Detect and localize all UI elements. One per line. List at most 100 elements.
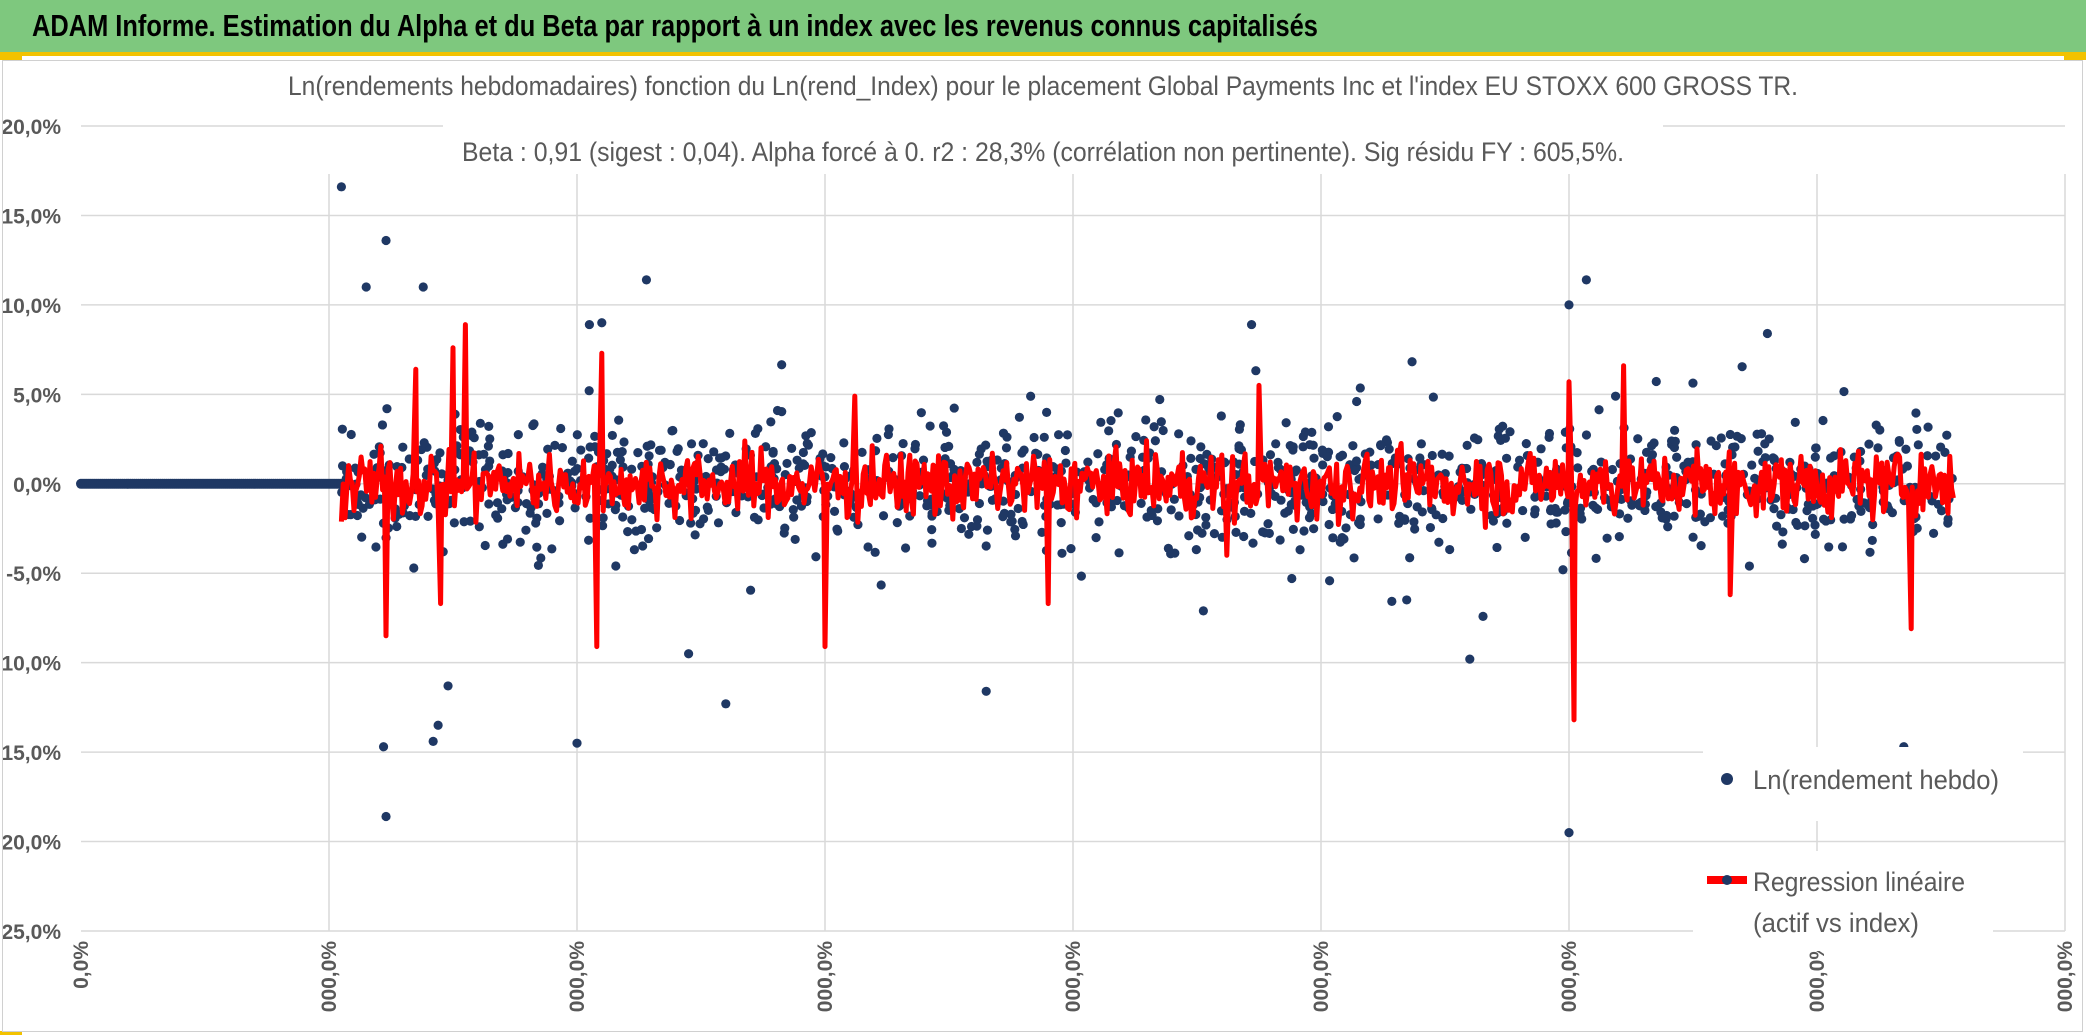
scatter-point <box>1376 440 1386 450</box>
scatter-point <box>1416 439 1426 449</box>
scatter-point <box>1053 430 1064 440</box>
scatter-point <box>597 318 607 328</box>
legend-label-regression-1: Regression linéaire <box>1753 867 1965 897</box>
scatter-point <box>652 523 662 533</box>
scatter-point <box>515 537 525 547</box>
scatter-point <box>1405 553 1415 563</box>
scatter-point <box>857 447 867 457</box>
scatter-point <box>1060 445 1070 456</box>
scatter-point <box>1478 611 1488 621</box>
scatter-point <box>826 452 836 463</box>
scatter-point <box>1149 422 1159 432</box>
scatter-point <box>1174 511 1184 521</box>
scatter-point <box>1263 519 1273 529</box>
y-tick-label: -20,0% <box>3 832 61 855</box>
scatter-point <box>792 455 802 465</box>
scatter-point <box>1736 434 1746 444</box>
scatter-point <box>1239 531 1249 542</box>
scatter-point <box>1083 457 1093 467</box>
scatter-point <box>378 742 389 752</box>
scatter-point <box>1088 494 1098 505</box>
scatter-point <box>1156 417 1166 427</box>
scatter-point <box>617 446 627 457</box>
scatter-point <box>584 453 594 463</box>
scatter-point <box>1572 448 1582 458</box>
scatter-point <box>1810 452 1820 462</box>
scatter-point <box>607 430 617 441</box>
scatter-point <box>1275 535 1285 545</box>
scatter-point <box>1348 441 1358 451</box>
scatter-point <box>1246 508 1256 518</box>
y-axis-labels: 20,0% 15,0% 10,0% 5,0% 0,0% -5,0% -10,0% -15,0%… <box>3 116 61 944</box>
scatter-point <box>1747 460 1757 470</box>
scatter-point <box>811 552 821 562</box>
scatter-point <box>1066 544 1076 554</box>
scatter-point <box>1871 420 1881 430</box>
scatter-point <box>1602 533 1612 543</box>
scatter-point <box>982 525 993 535</box>
scatter-point <box>640 503 650 513</box>
scatter-point <box>1126 446 1137 456</box>
scatter-point <box>972 515 983 525</box>
scatter-point <box>1669 511 1679 521</box>
scatter-point <box>1287 573 1297 584</box>
scatter-point <box>1271 439 1281 449</box>
scatter-point <box>1096 417 1106 427</box>
scatter-point <box>698 439 708 449</box>
scatter-point <box>956 523 966 534</box>
scatter-point <box>1428 392 1438 402</box>
scatter-point <box>1166 505 1176 515</box>
scatter-point <box>641 275 652 285</box>
scatter-point <box>725 428 735 438</box>
scatter-point <box>336 182 346 192</box>
scatter-point <box>798 447 808 458</box>
scatter-point <box>346 429 356 440</box>
scatter-point <box>839 462 850 472</box>
scatter-point <box>872 433 882 444</box>
scatter-point <box>1818 415 1828 426</box>
y-tick-label: 0,0% <box>13 474 61 497</box>
scatter-point <box>915 491 925 501</box>
scatter-point <box>1349 553 1359 563</box>
scatter-point <box>1281 418 1291 428</box>
scatter-point <box>1536 444 1546 454</box>
scatter-point <box>550 440 560 450</box>
scatter-point <box>1561 526 1571 537</box>
y-tick-label: -25,0% <box>3 921 61 944</box>
scatter-point <box>361 282 371 292</box>
scatter-point <box>503 448 513 459</box>
scatter-point <box>1672 452 1682 462</box>
scatter-point <box>1437 449 1447 459</box>
scatter-point <box>1341 523 1351 533</box>
scatter-point <box>1152 516 1163 526</box>
scatter-point <box>1663 522 1673 532</box>
scatter-point <box>1837 542 1848 552</box>
scatter-point <box>572 738 582 748</box>
chart-title: Ln(rendements hebdomadaires) fonction du… <box>288 71 1798 101</box>
scatter-point <box>1057 548 1067 558</box>
scatter-point <box>1039 432 1049 442</box>
scatter-point <box>377 420 388 430</box>
scatter-point <box>337 461 348 471</box>
scatter-point <box>1013 503 1023 514</box>
scatter-point <box>633 448 643 458</box>
scatter-point <box>484 499 494 509</box>
scatter-point <box>1551 518 1561 528</box>
scatter-point <box>1355 514 1365 524</box>
scatter-point <box>888 453 898 463</box>
scatter-point <box>1407 357 1417 367</box>
scatter-point <box>636 524 647 535</box>
scatter-point <box>1936 506 1947 516</box>
scatter-point <box>1867 535 1877 546</box>
scatter-point <box>1682 499 1692 509</box>
scatter-point <box>1623 513 1633 523</box>
scatter-point <box>959 513 970 523</box>
scatter-point <box>1560 505 1570 515</box>
scatter-point <box>485 456 495 466</box>
header-bar: ADAM Informe. Estimation du Alpha et du … <box>0 0 2086 56</box>
x-tick-label: 000,0% <box>1558 941 1581 1013</box>
scatter-point <box>916 408 926 418</box>
scatter-point <box>1500 433 1510 443</box>
scatter-point <box>1498 421 1508 431</box>
scatter-point <box>1594 405 1604 415</box>
